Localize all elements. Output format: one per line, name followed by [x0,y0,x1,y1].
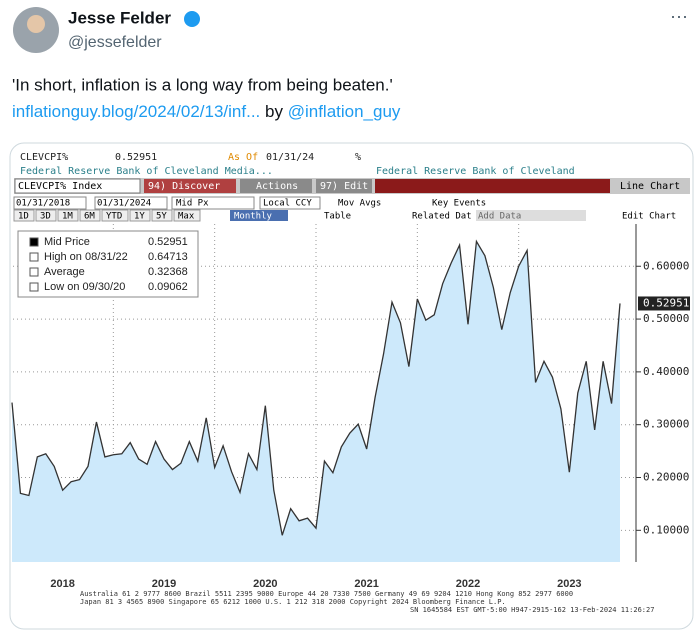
tweet-links: inflationguy.blog/2024/02/13/inf... by @… [12,102,401,121]
plot: 2018 2019 2020 2021 2022 2023 0.10000 0.20000 0.… [11,224,690,590]
legend-swatch [29,252,39,262]
legend-value: 0.32368 [148,266,188,278]
period-btn[interactable] [13,209,35,222]
price: 0.52951 [115,152,157,163]
discover-btn[interactable] [144,179,236,193]
by: by [265,102,283,121]
currency: Local CCY [263,199,312,209]
avatar-face [27,15,45,33]
footer-line: SN 1645584 EST GMT-5:00 H947-2915-162 13… [410,606,654,614]
line [11,239,621,536]
terminal-header: CLEVCPI% 0.52951 As Of 01/31/24 % Federa… [13,152,690,222]
x-tick-label: 2022 [456,578,480,590]
actions: Actions [256,181,298,192]
x-tick-label: 2021 [354,578,378,590]
last-price-label: 0.52951 [643,296,689,309]
legend-value: 0.64713 [148,251,188,263]
start-box[interactable] [13,196,87,210]
related[interactable]: Related Dat [412,212,472,222]
period: 3D [40,212,51,222]
end-box[interactable] [94,196,168,210]
title-bar [375,179,610,193]
x-tick-label: 2020 [253,578,277,590]
legend-name: Low on 09/30/20 [44,281,125,293]
period-btn[interactable] [35,209,57,222]
field: Mid Px [176,199,209,209]
source-right: Federal Reserve Bank of Cleveland [376,166,575,177]
chart-kind: Line Chart [620,181,680,192]
field-box[interactable] [171,196,255,210]
key-events[interactable]: Key Events [432,199,486,209]
source-left: Federal Reserve Bank of Cleveland Media.… [20,166,273,177]
period-btn[interactable] [79,209,101,222]
period: 5Y [156,212,167,222]
x-tick-label: 2018 [50,578,74,590]
y-tick-label: 0.10000 [643,523,689,536]
area [12,241,620,562]
legend-swatch [29,267,39,277]
footer: Australia 61 2 9777 8600 Brazil 5511 239… [80,590,654,614]
ccy-box[interactable] [259,196,321,210]
legend-name: High on 08/31/22 [44,251,128,263]
table[interactable]: Table [324,212,351,222]
x-tick-label: 2019 [152,578,176,590]
last-price-tag [638,296,690,311]
edit: 97) Edit [320,181,368,192]
period: 6M [84,212,95,222]
y-tick-label: 0.60000 [643,259,689,272]
more-menu[interactable]: ⋯ [670,7,688,27]
discover: 94) Discover [148,181,220,192]
legend-value: 0.09062 [148,281,188,293]
period-btn[interactable] [151,209,173,222]
mention[interactable]: @inflation_guy [288,102,401,121]
security-box[interactable] [14,178,141,194]
period-btn[interactable] [57,209,79,222]
period: 1Y [134,212,145,222]
as-of: As Of [228,152,258,163]
legend-swatch [29,282,39,292]
frequency-box[interactable] [230,210,288,221]
add-data-box[interactable] [476,210,586,221]
y-tick-label: 0.50000 [643,312,689,325]
verified-badge [184,11,200,27]
legend-name: Average [44,266,85,278]
add-data: Add Data [478,212,521,222]
footer-line: Australia 61 2 9777 8600 Brazil 5511 239… [80,590,573,598]
mov-avgs[interactable]: Mov Avgs [338,199,381,209]
period: 1D [18,212,29,222]
legend [17,230,199,298]
period-btn[interactable] [173,209,201,222]
period-btn[interactable] [101,209,129,222]
frequency: Monthly [234,212,273,222]
actions-btn[interactable] [240,179,312,193]
legend-swatch [29,237,39,247]
unit: % [355,152,361,163]
y-tick-label: 0.20000 [643,471,689,484]
legend-name: Mid Price [44,236,90,248]
period: YTD [106,212,122,222]
as-of-date: 01/31/24 [266,152,314,163]
period: Max [178,212,195,222]
link[interactable]: inflationguy.blog/2024/02/13/inf... [12,102,260,121]
x-tick-label: 2023 [557,578,581,590]
y-tick-label: 0.40000 [643,365,689,378]
author[interactable]: Jesse Felder [68,8,171,27]
period: 1M [62,212,73,222]
end-date: 01/31/2024 [97,199,151,209]
y-tick-label: 0.30000 [643,418,689,431]
ticker: CLEVCPI% [20,152,68,163]
edit-chart[interactable]: Edit Chart [622,212,676,222]
handle[interactable]: @jessefelder [68,34,162,51]
security: CLEVCPI% Index [18,181,102,192]
period-btn[interactable] [129,209,151,222]
tweet-text: 'In short, inflation is a long way from … [12,75,393,94]
start-date: 01/31/2018 [16,199,70,209]
legend-value: 0.52951 [148,236,188,248]
footer-line: Japan 81 3 4565 8900 Singapore 65 6212 1… [80,598,506,606]
edit-btn[interactable] [316,179,372,193]
